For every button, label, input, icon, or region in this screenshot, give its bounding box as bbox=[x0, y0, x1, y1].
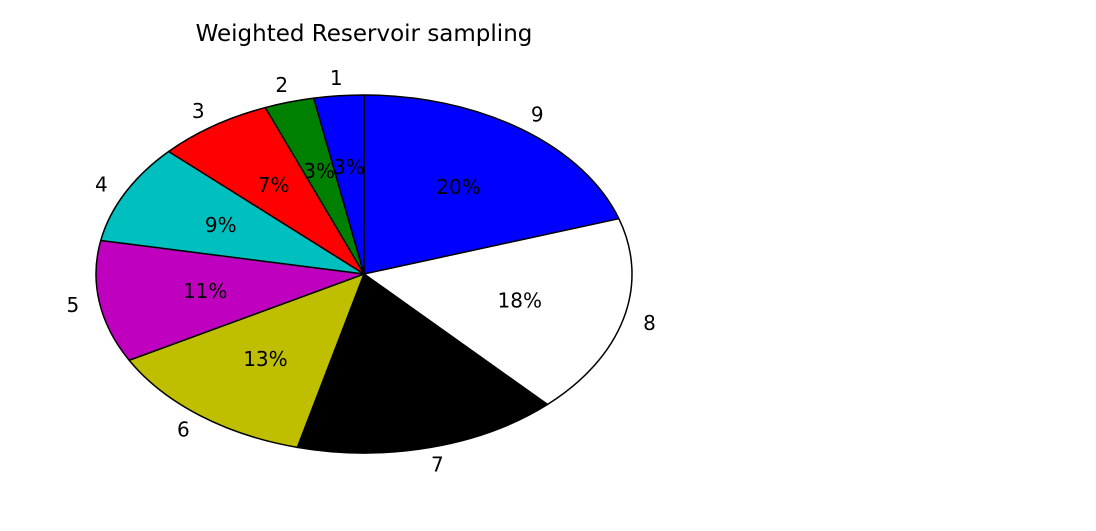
slice-label-4: 4 bbox=[95, 173, 108, 197]
slice-percent-8: 18% bbox=[498, 289, 542, 313]
pie-slice-7 bbox=[296, 273, 549, 454]
slice-label-1: 1 bbox=[330, 66, 343, 90]
slice-category-labels: 9 8 7 6 5 4 3 2 1 bbox=[66, 66, 655, 477]
pie-slice-3 bbox=[167, 106, 365, 275]
pie-slices bbox=[95, 94, 633, 454]
slice-percent-5: 11% bbox=[183, 279, 227, 303]
pie-slice-6 bbox=[128, 273, 365, 449]
pie-slice-9 bbox=[363, 94, 620, 275]
pie-slice-5 bbox=[95, 239, 365, 361]
slice-label-2: 2 bbox=[275, 73, 288, 97]
slice-label-5: 5 bbox=[66, 293, 79, 317]
slice-label-9: 9 bbox=[531, 103, 544, 127]
slice-percent-6: 13% bbox=[243, 347, 287, 371]
pie-slice-1 bbox=[313, 94, 365, 275]
slice-label-7: 7 bbox=[431, 453, 444, 477]
slice-percent-4: 9% bbox=[205, 213, 237, 237]
slice-percent-2: 3% bbox=[303, 159, 335, 183]
pie-slice-8 bbox=[363, 217, 633, 406]
slice-percent-9: 20% bbox=[436, 175, 480, 199]
pie-slice-4 bbox=[99, 150, 365, 275]
slice-label-3: 3 bbox=[192, 99, 205, 123]
chart-title: Weighted Reservoir sampling bbox=[196, 21, 533, 47]
slice-percent-labels: 20% 18% 13% 11% 9% 7% 3%3% bbox=[183, 155, 542, 371]
slice-percent-1: 3% bbox=[333, 155, 365, 179]
slice-label-6: 6 bbox=[177, 418, 190, 442]
slice-label-8: 8 bbox=[643, 311, 656, 335]
slice-percent-3: 7% bbox=[258, 173, 290, 197]
